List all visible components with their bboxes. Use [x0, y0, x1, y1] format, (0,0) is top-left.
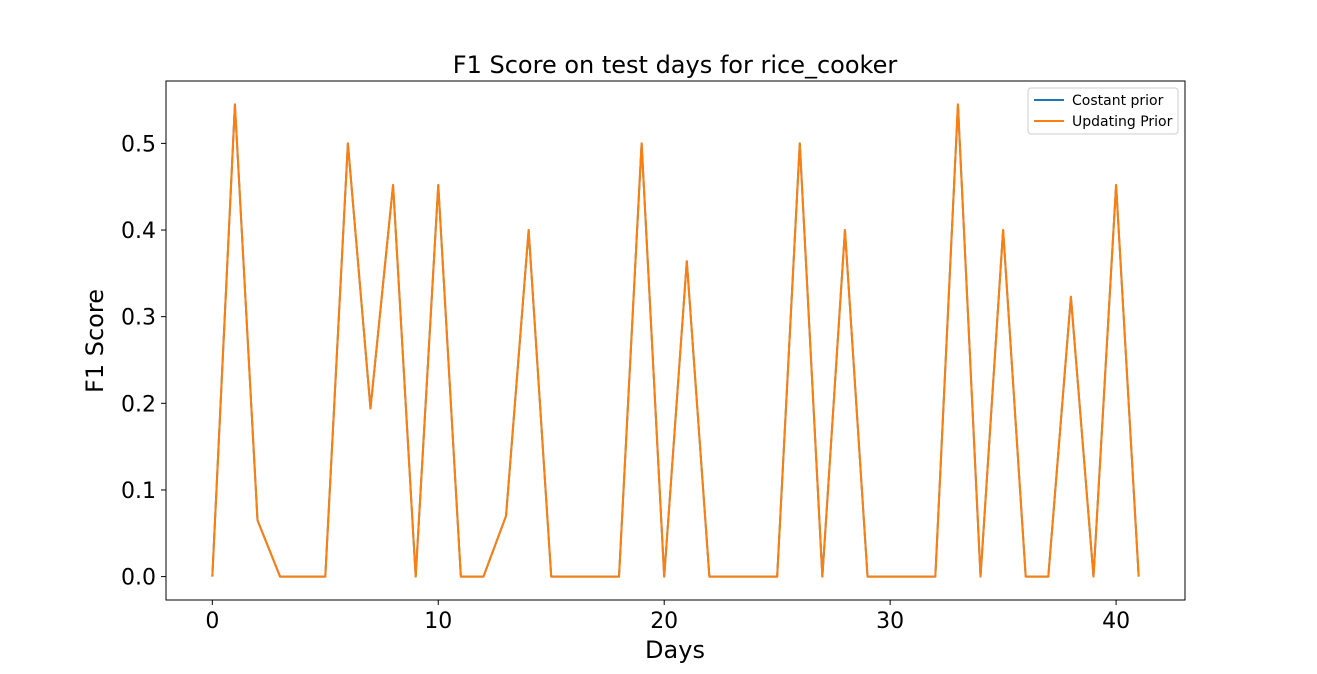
- legend-label-1: Costant prior: [1072, 93, 1164, 109]
- plot-area: 0 10 20 30 40 0.0 0.1 0.2 0.3 0.4 0.5: [121, 80, 1186, 634]
- y-axis-label: F1 Score: [81, 289, 109, 393]
- y-tick-label: 0.1: [121, 479, 156, 504]
- y-tick-label: 0.2: [121, 392, 156, 417]
- x-axis-label: Days: [645, 636, 705, 664]
- axes-frame: [165, 80, 1186, 601]
- y-tick-label: 0.5: [121, 132, 156, 157]
- chart-title: F1 Score on test days for rice_cooker: [453, 51, 898, 79]
- x-tick-label: 20: [650, 609, 678, 634]
- y-tick-label: 0.3: [121, 306, 156, 331]
- x-tick-label: 10: [424, 609, 452, 634]
- y-tick-label: 0.4: [121, 219, 156, 244]
- x-tick-label: 30: [876, 609, 904, 634]
- legend: Costant prior Updating Prior: [1027, 87, 1179, 135]
- legend-label-2: Updating Prior: [1072, 114, 1173, 130]
- x-tick-label: 0: [205, 609, 219, 634]
- series-line-2: [211, 103, 1140, 578]
- y-tick-label: 0.0: [121, 566, 156, 591]
- legend-box: [1027, 87, 1179, 135]
- x-tick-label: 40: [1102, 609, 1130, 634]
